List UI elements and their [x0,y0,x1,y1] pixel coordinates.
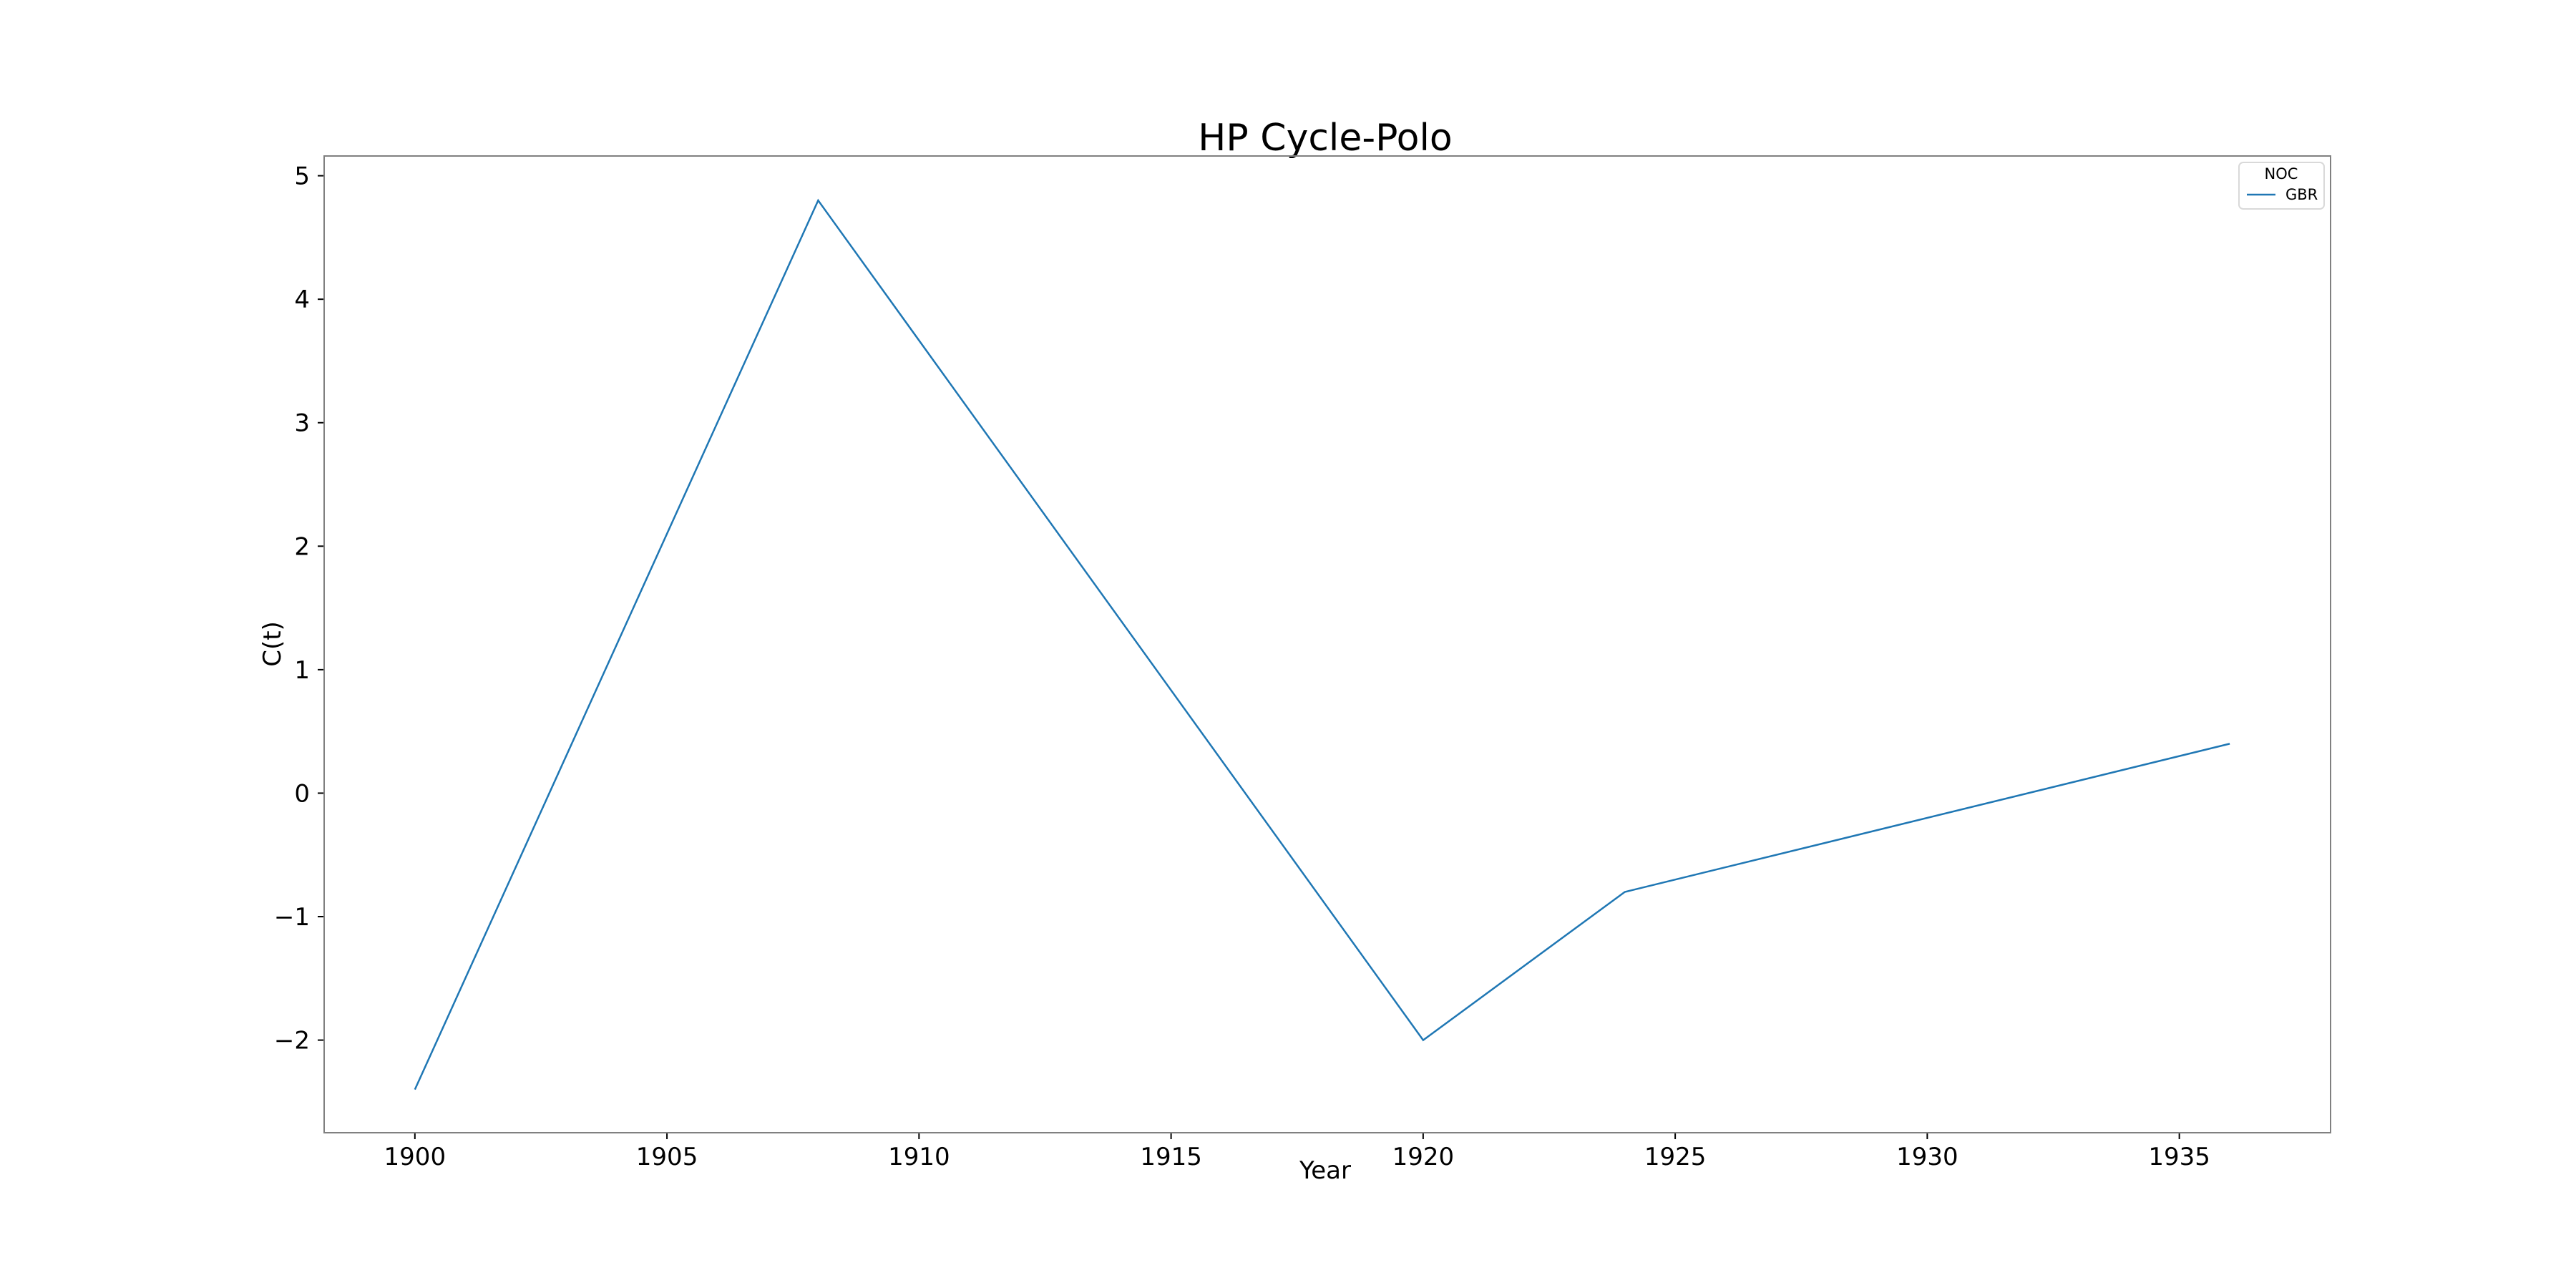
x-tick-label: 1905 [636,1143,698,1171]
y-tick-label: 5 [294,162,310,191]
y-tick-label: 0 [294,779,310,808]
y-tick-label: −2 [274,1027,310,1055]
x-tick-label: 1935 [2148,1143,2210,1171]
x-tick-label: 1915 [1140,1143,1202,1171]
x-tick-label: 1910 [888,1143,950,1171]
y-axis-label: C(t) [258,621,287,667]
y-tick-label: 2 [294,532,310,561]
x-tick-label: 1920 [1392,1143,1455,1171]
x-tick-label: 1925 [1644,1143,1707,1171]
y-tick-label: 1 [294,656,310,685]
legend-title: NOC [2265,165,2298,182]
x-axis-label: Year [1299,1156,1351,1185]
plot-area [414,198,2230,1091]
y-tick-label: 3 [294,409,310,438]
x-axis-ticks: 1900 1905 1910 1915 1920 1925 1930 1935 [384,1133,2210,1171]
y-axis-ticks: −2 −1 0 1 2 3 4 5 [274,162,324,1055]
legend-box [2238,162,2325,210]
legend-label-gbr: GBR [2285,186,2318,203]
x-tick-label: 1900 [384,1143,447,1171]
x-tick-label: 1930 [1896,1143,1958,1171]
y-tick-label: 4 [294,286,310,314]
y-tick-label: −1 [274,903,310,932]
legend: NOC GBR [2238,162,2325,210]
series-line-gbr [414,198,2230,1091]
axes-frame [323,155,2331,1133]
chart-title: HP Cycle-Polo [1198,117,1452,160]
